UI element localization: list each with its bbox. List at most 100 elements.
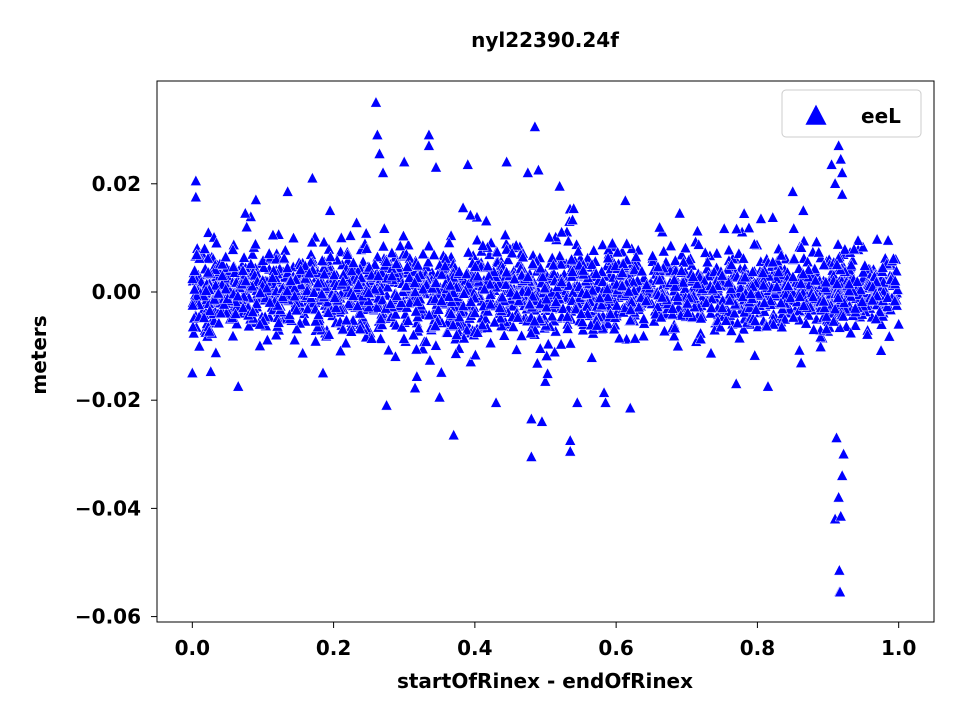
data-point bbox=[384, 297, 397, 309]
data-point bbox=[423, 139, 435, 151]
data-point bbox=[722, 243, 735, 256]
data-point bbox=[345, 264, 358, 277]
data-point bbox=[586, 284, 599, 296]
data-point bbox=[471, 326, 484, 338]
data-point bbox=[532, 163, 545, 176]
data-point bbox=[624, 303, 637, 315]
data-point bbox=[491, 245, 504, 258]
data-point bbox=[714, 320, 727, 333]
data-point bbox=[342, 297, 355, 309]
data-point bbox=[324, 204, 336, 216]
data-point bbox=[887, 252, 900, 264]
data-point bbox=[857, 266, 870, 278]
data-point bbox=[775, 296, 787, 308]
data-point bbox=[445, 229, 457, 241]
data-point bbox=[710, 247, 723, 259]
data-point bbox=[809, 274, 822, 286]
data-point bbox=[409, 381, 421, 393]
data-point bbox=[616, 279, 629, 291]
data-point bbox=[561, 310, 574, 322]
data-point bbox=[443, 236, 456, 248]
data-point bbox=[352, 278, 365, 290]
data-point bbox=[227, 260, 240, 272]
data-point bbox=[490, 396, 502, 408]
data-point bbox=[819, 275, 832, 288]
data-point bbox=[658, 324, 671, 337]
data-point bbox=[411, 310, 424, 322]
data-point bbox=[738, 207, 751, 219]
data-point bbox=[637, 329, 650, 342]
data-point bbox=[637, 312, 650, 324]
data-point bbox=[376, 318, 388, 330]
data-point bbox=[787, 222, 800, 234]
data-point bbox=[888, 294, 901, 307]
data-point bbox=[716, 301, 729, 313]
data-point bbox=[186, 272, 199, 284]
data-point bbox=[770, 280, 783, 292]
data-point bbox=[555, 257, 567, 270]
data-point bbox=[336, 322, 349, 335]
data-point bbox=[186, 299, 199, 311]
data-point bbox=[576, 315, 589, 327]
data-point bbox=[189, 190, 202, 203]
data-point bbox=[442, 290, 455, 302]
data-point bbox=[287, 231, 300, 243]
data-point bbox=[430, 161, 442, 173]
data-point bbox=[608, 322, 621, 335]
data-point bbox=[677, 255, 690, 268]
data-points bbox=[186, 96, 905, 597]
data-point bbox=[323, 328, 335, 340]
data-point bbox=[580, 287, 593, 299]
data-point bbox=[407, 328, 420, 341]
data-point bbox=[435, 294, 448, 306]
data-point bbox=[797, 267, 810, 280]
data-point bbox=[793, 290, 806, 302]
data-point bbox=[750, 303, 762, 315]
data-point bbox=[564, 434, 577, 446]
data-point bbox=[330, 301, 342, 313]
data-point bbox=[705, 301, 718, 313]
data-point bbox=[555, 338, 567, 350]
data-point bbox=[512, 294, 525, 306]
data-point bbox=[318, 235, 330, 248]
data-point bbox=[807, 323, 820, 335]
data-point bbox=[433, 390, 446, 403]
data-point bbox=[547, 258, 560, 271]
data-point bbox=[337, 275, 349, 287]
data-point bbox=[511, 311, 524, 323]
data-point bbox=[837, 447, 850, 460]
data-point bbox=[360, 227, 373, 239]
data-point bbox=[622, 285, 635, 297]
data-point bbox=[270, 328, 283, 341]
data-point bbox=[838, 243, 851, 255]
data-point bbox=[832, 139, 845, 151]
data-point bbox=[249, 193, 262, 205]
data-point bbox=[380, 399, 393, 411]
data-point bbox=[432, 303, 445, 315]
data-point bbox=[365, 332, 378, 344]
data-point bbox=[376, 293, 389, 306]
data-point bbox=[540, 300, 553, 313]
data-point bbox=[510, 288, 523, 300]
data-point bbox=[237, 301, 250, 313]
data-point bbox=[757, 278, 770, 291]
data-point bbox=[528, 120, 541, 132]
data-point bbox=[593, 291, 606, 304]
data-point bbox=[385, 246, 398, 258]
data-point bbox=[601, 282, 614, 295]
data-point bbox=[439, 259, 451, 272]
data-point bbox=[312, 276, 324, 289]
data-point bbox=[681, 297, 694, 309]
data-point bbox=[460, 323, 473, 336]
data-point bbox=[567, 202, 580, 214]
data-point bbox=[694, 332, 707, 345]
data-point bbox=[190, 248, 203, 260]
data-point bbox=[668, 329, 681, 342]
data-point bbox=[679, 241, 692, 254]
data-point bbox=[695, 311, 707, 324]
data-point bbox=[810, 235, 823, 247]
data-point bbox=[318, 267, 331, 280]
data-point bbox=[795, 241, 808, 253]
data-point bbox=[240, 220, 253, 233]
data-point bbox=[271, 299, 284, 311]
